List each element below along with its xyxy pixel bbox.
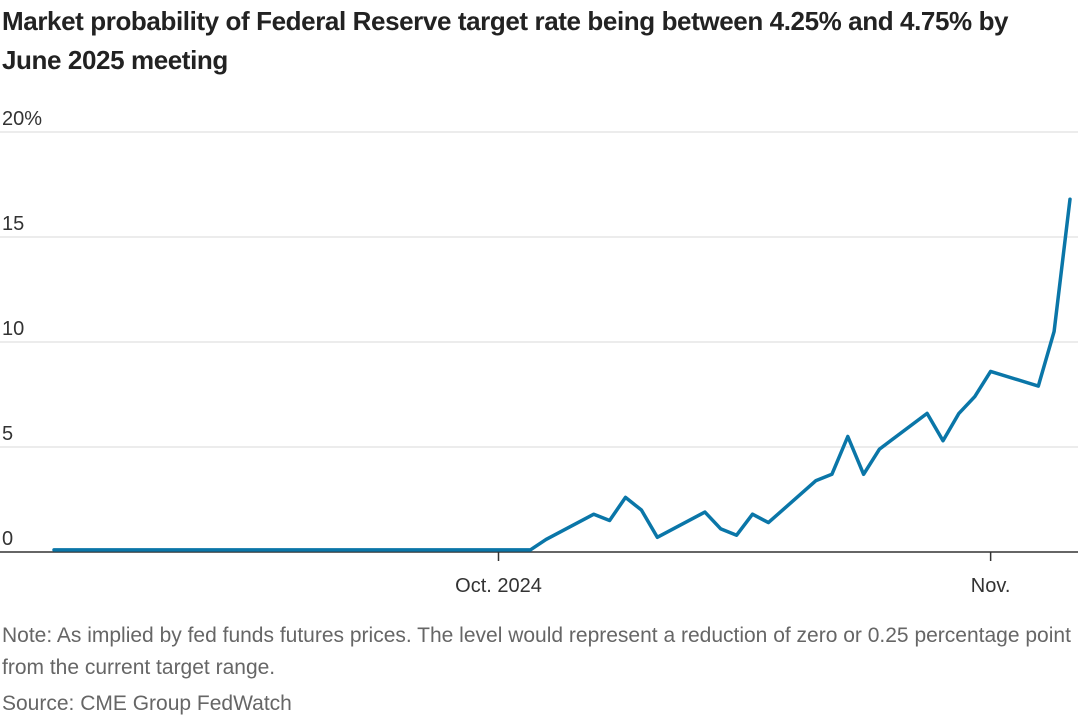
chart-source: Source: CME Group FedWatch bbox=[2, 692, 292, 715]
x-tick-label: Oct. 2024 bbox=[455, 575, 542, 597]
series-line bbox=[52, 197, 1072, 552]
y-tick-label-10: 10 bbox=[2, 318, 24, 340]
x-tick-label: Nov. bbox=[971, 575, 1011, 597]
y-tick-label-0: 0 bbox=[2, 528, 13, 550]
x-axis: Oct. 2024 Nov. bbox=[0, 551, 1078, 597]
y-tick-label-15: 15 bbox=[2, 213, 24, 235]
y-axis-ticks: 0 5 10 15 20% bbox=[2, 108, 42, 550]
chart-title: Market probability of Federal Reserve ta… bbox=[2, 6, 1009, 75]
chart-note: Note: As implied by fed funds futures pr… bbox=[2, 624, 1071, 679]
y-tick-label-5: 5 bbox=[2, 423, 13, 445]
gridlines bbox=[0, 131, 1078, 448]
y-tick-label-20: 20% bbox=[2, 108, 42, 130]
